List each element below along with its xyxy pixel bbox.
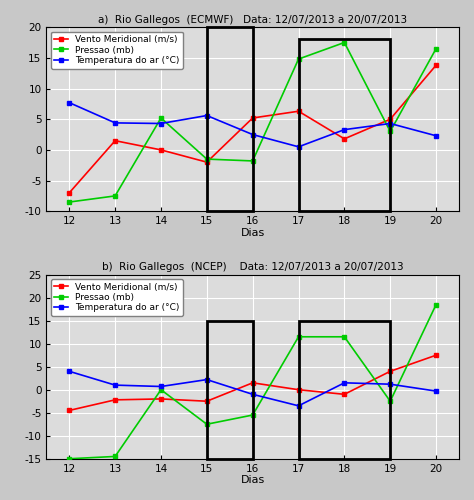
Title: b)  Rio Gallegos  (NCEP)    Data: 12/07/2013 a 20/07/2013: b) Rio Gallegos (NCEP) Data: 12/07/2013 … (102, 262, 403, 272)
Bar (299, 320, 390, 459)
Bar (207, 320, 253, 459)
Bar (299, 40, 390, 212)
Legend: Vento Meridional (m/s), Pressao (mb), Temperatura do ar (°C): Vento Meridional (m/s), Pressao (mb), Te… (51, 32, 183, 68)
Bar (207, 27, 253, 212)
Title: a)  Rio Gallegos  (ECMWF)   Data: 12/07/2013 a 20/07/2013: a) Rio Gallegos (ECMWF) Data: 12/07/2013… (98, 15, 407, 25)
X-axis label: Dias: Dias (240, 475, 265, 485)
Legend: Vento Meridional (m/s), Pressao (mb), Temperatura do ar (°C): Vento Meridional (m/s), Pressao (mb), Te… (51, 279, 183, 316)
X-axis label: Dias: Dias (240, 228, 265, 237)
